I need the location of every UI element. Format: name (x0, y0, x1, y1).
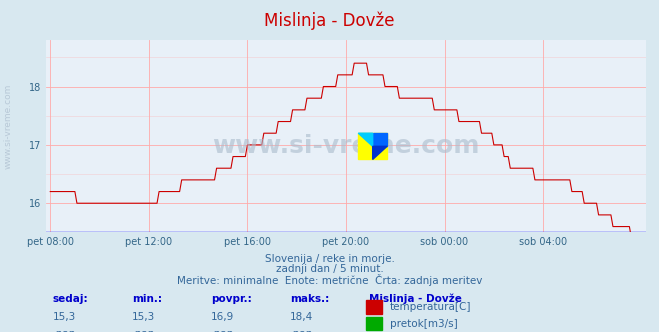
Text: 18,4: 18,4 (290, 312, 313, 322)
Text: -nan: -nan (53, 329, 76, 332)
Polygon shape (373, 146, 387, 159)
Text: www.si-vreme.com: www.si-vreme.com (3, 83, 13, 169)
Text: Mislinja - Dovže: Mislinja - Dovže (369, 294, 462, 304)
Text: 15,3: 15,3 (53, 312, 76, 322)
Text: sedaj:: sedaj: (53, 294, 88, 304)
Text: 16,9: 16,9 (211, 312, 234, 322)
Text: maks.:: maks.: (290, 294, 330, 304)
Bar (358, 133, 387, 159)
Text: -nan: -nan (211, 329, 234, 332)
Text: temperatura[C]: temperatura[C] (390, 302, 472, 312)
Text: pretok[m3/s]: pretok[m3/s] (390, 319, 458, 329)
Text: Slovenija / reke in morje.: Slovenija / reke in morje. (264, 254, 395, 264)
Text: zadnji dan / 5 minut.: zadnji dan / 5 minut. (275, 264, 384, 274)
Text: 15,3: 15,3 (132, 312, 155, 322)
Text: Meritve: minimalne  Enote: metrične  Črta: zadnja meritev: Meritve: minimalne Enote: metrične Črta:… (177, 274, 482, 286)
Text: -nan: -nan (290, 329, 313, 332)
Text: povpr.:: povpr.: (211, 294, 252, 304)
Text: www.si-vreme.com: www.si-vreme.com (212, 134, 480, 158)
Text: -nan: -nan (132, 329, 155, 332)
Bar (373, 133, 387, 146)
Polygon shape (358, 133, 373, 146)
Text: min.:: min.: (132, 294, 162, 304)
Text: Mislinja - Dovže: Mislinja - Dovže (264, 12, 395, 30)
